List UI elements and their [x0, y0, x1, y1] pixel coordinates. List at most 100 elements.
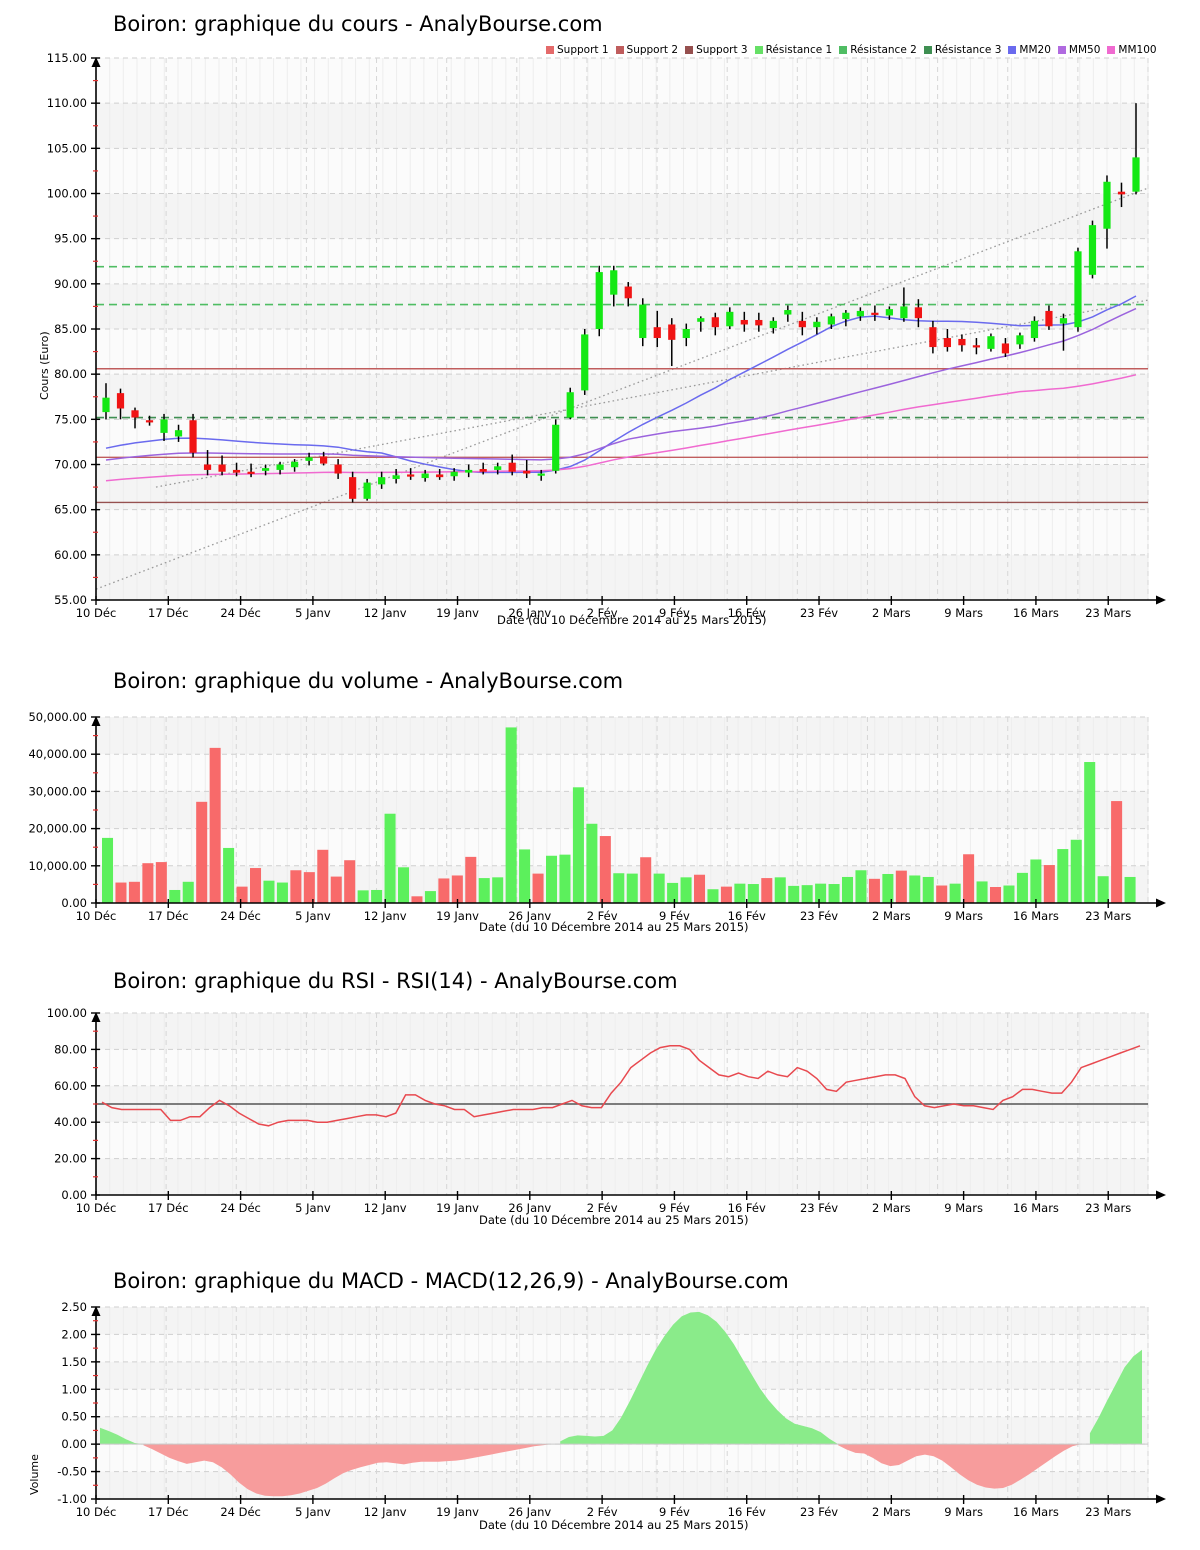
volume-bar-up[interactable] [371, 889, 383, 903]
candle-body-down[interactable] [1045, 310, 1053, 327]
candle-body-up[interactable] [494, 466, 502, 470]
candle-body-up[interactable] [1030, 320, 1039, 339]
candle-body-down[interactable] [943, 338, 952, 348]
legend-item-support-1[interactable]: Support 1 [546, 44, 609, 56]
volume-bar-down[interactable] [451, 875, 463, 903]
volume-bar-up[interactable] [546, 855, 558, 903]
volume-bar-up[interactable] [263, 880, 275, 903]
macd-plot-area[interactable]: -1.00 -0.50 0.00 0.50 1.00 1.50 2.00 2.50 10 Déc… [0, 1245, 1200, 1550]
candle-body-up[interactable] [174, 430, 183, 437]
volume-bar-up[interactable] [613, 873, 625, 903]
candle-body-up[interactable] [1088, 225, 1097, 275]
candle-body-down[interactable] [145, 420, 154, 423]
candle-body-up[interactable] [769, 320, 777, 329]
candle-body-up[interactable] [363, 482, 371, 499]
candle-body-up[interactable] [552, 424, 560, 471]
volume-bar-down[interactable] [290, 870, 302, 903]
volume-bar-up[interactable] [505, 727, 517, 903]
volume-bar-down[interactable] [196, 801, 208, 903]
volume-bar-down[interactable] [936, 885, 948, 903]
volume-bar-down[interactable] [209, 747, 221, 903]
candle-body-up[interactable] [305, 457, 313, 461]
candle-body-down[interactable] [218, 464, 226, 472]
volume-bar-up[interactable] [909, 875, 921, 903]
volume-bar-down[interactable] [1111, 801, 1123, 903]
candle-body-up[interactable] [697, 318, 705, 322]
candle-body-up[interactable] [987, 336, 995, 349]
candle-body-down[interactable] [711, 317, 719, 328]
candle-body-up[interactable] [465, 469, 473, 473]
candle-body-up[interactable] [392, 475, 400, 479]
legend-item-r-sistance-2[interactable]: Résistance 2 [839, 44, 917, 56]
volume-bar-down[interactable] [344, 860, 356, 903]
legend-item-support-3[interactable]: Support 3 [685, 44, 748, 56]
volume-bar-up[interactable] [398, 867, 410, 903]
candle-body-down[interactable] [1117, 191, 1126, 195]
volume-bar-up[interactable] [747, 884, 759, 903]
volume-bar-up[interactable] [586, 823, 598, 903]
volume-bar-down[interactable] [532, 873, 544, 903]
legend-item-support-2[interactable]: Support 2 [615, 44, 678, 56]
legend-item-mm20[interactable]: MM20 [1008, 44, 1051, 56]
price-plot-area[interactable]: 55.00 60.00 65.00 70.00 75.00 80.00 85.00 90.00… [0, 0, 1200, 640]
candle-body-down[interactable] [436, 474, 444, 478]
candle-body-up[interactable] [261, 468, 270, 471]
volume-bar-up[interactable] [707, 889, 719, 903]
candle-body-down[interactable] [232, 469, 241, 473]
candle-body-down[interactable] [320, 456, 328, 464]
volume-bar-up[interactable] [1097, 876, 1109, 903]
macd-negative-area[interactable] [143, 1444, 1082, 1497]
candle-body-up[interactable] [885, 309, 893, 316]
volume-bar-down[interactable] [250, 868, 262, 903]
volume-bar-down[interactable] [411, 896, 423, 903]
volume-bar-down[interactable] [599, 836, 611, 903]
candle-body-up[interactable] [1059, 318, 1068, 324]
volume-bar-up[interactable] [828, 884, 840, 903]
volume-bar-up[interactable] [1016, 872, 1028, 903]
candle-body-down[interactable] [247, 471, 255, 474]
volume-bar-down[interactable] [640, 857, 652, 903]
volume-bar-down[interactable] [868, 878, 880, 903]
volume-bar-up[interactable] [1124, 876, 1136, 903]
volume-bar-up[interactable] [1030, 859, 1042, 903]
volume-bar-up[interactable] [357, 890, 369, 903]
volume-bar-up[interactable] [1070, 839, 1082, 903]
candle-body-up[interactable] [842, 312, 850, 320]
candle-body-up[interactable] [595, 272, 603, 329]
candle-body-down[interactable] [740, 319, 748, 325]
candle-body-up[interactable] [160, 419, 168, 433]
candle-body-down[interactable] [871, 312, 879, 315]
volume-bar-up[interactable] [653, 873, 665, 903]
volume-bar-up[interactable] [922, 876, 934, 903]
candle-body-down[interactable] [116, 393, 125, 409]
candle-body-down[interactable] [349, 477, 357, 499]
candle-body-down[interactable] [407, 474, 415, 477]
candle-body-up[interactable] [276, 464, 284, 470]
candle-body-up[interactable] [102, 397, 110, 413]
candle-body-up[interactable] [537, 473, 545, 476]
candle-body-up[interactable] [1132, 157, 1140, 192]
volume-bar-up[interactable] [424, 891, 436, 903]
candle-body-down[interactable] [958, 338, 966, 346]
volume-bar-up[interactable] [384, 813, 396, 903]
volume-bar-up[interactable] [1003, 885, 1015, 903]
candle-body-down[interactable] [668, 324, 676, 340]
volume-bar-up[interactable] [842, 876, 854, 903]
volume-bar-up[interactable] [1084, 762, 1096, 903]
candle-body-down[interactable] [334, 464, 342, 474]
candle-body-down[interactable] [203, 464, 212, 470]
candle-body-up[interactable] [1074, 251, 1082, 328]
volume-bar-up[interactable] [882, 873, 894, 903]
candle-body-down[interactable] [508, 462, 516, 472]
rsi-plot-area[interactable]: 0.00 20.00 40.00 60.00 80.00 100.00 10 Déc 17 D… [0, 955, 1200, 1245]
volume-bar-series[interactable] [102, 727, 1136, 903]
volume-plot-area[interactable]: 0.00 10,000.00 20,000.00 30,000.00 40,000.00… [0, 655, 1200, 955]
candle-body-up[interactable] [856, 310, 864, 317]
candle-body-down[interactable] [624, 286, 632, 299]
volume-bar-down[interactable] [720, 886, 732, 903]
volume-bar-up[interactable] [169, 889, 181, 903]
candle-body-up[interactable] [378, 477, 386, 485]
volume-bar-up[interactable] [492, 877, 504, 903]
candle-body-up[interactable] [566, 392, 574, 418]
candle-body-up[interactable] [827, 316, 835, 325]
